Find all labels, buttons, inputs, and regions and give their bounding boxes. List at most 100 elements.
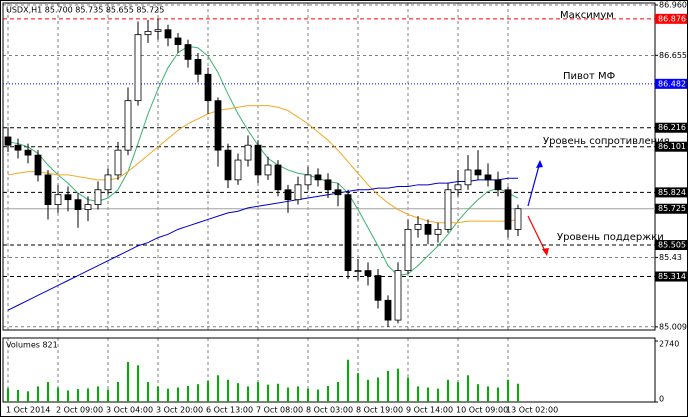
candle-body [454, 184, 462, 191]
arrowhead-down [542, 248, 549, 256]
x-tick-label: 2 Oct 09:00 [56, 406, 103, 415]
level-tag [655, 141, 687, 152]
candle-body [324, 179, 332, 191]
candle-body [234, 159, 242, 181]
candle-body [14, 144, 22, 151]
level-tag [655, 122, 687, 133]
level-tag [655, 13, 687, 24]
chart-title: USDX,H1 85.700 85.735 85.655 85.725 [6, 6, 164, 15]
candle-body [424, 224, 432, 235]
candle-body [274, 164, 282, 191]
y-tick-label: 86.655 [659, 51, 687, 60]
candle-body [114, 149, 122, 176]
candle-body [464, 169, 472, 186]
level-label: 85.314 [658, 272, 686, 281]
candle-body [504, 189, 512, 230]
candle-body [344, 194, 352, 272]
y-tick-label: 86.960 [659, 0, 687, 9]
candle-body [34, 154, 42, 176]
moving-average [7, 45, 519, 277]
moving-average [7, 105, 519, 224]
candle-body [494, 179, 502, 191]
candle-body [124, 100, 132, 151]
arrow-down [527, 215, 547, 254]
candle-body [364, 270, 372, 276]
candle-body [434, 228, 442, 235]
level-label: 85.824 [658, 188, 686, 197]
candle-body [444, 189, 452, 230]
candle-body [54, 194, 62, 206]
x-tick-label: 13 Oct 02:00 [506, 406, 558, 415]
level-label: 86.876 [658, 14, 686, 23]
x-tick-label: 3 Oct 20:00 [156, 406, 203, 415]
volume-title: Volumes 821 [6, 341, 58, 350]
candle-body [224, 149, 232, 181]
candle-body [64, 194, 72, 201]
candle-body [474, 169, 482, 176]
candle-body [164, 29, 172, 39]
annotation: Уровень сопротивления [543, 136, 670, 147]
candle-body [174, 37, 182, 45]
annotation: Пивот МФ [563, 71, 616, 82]
annotation: Максимум [560, 10, 614, 21]
volume-tick-label: 0 [659, 395, 664, 404]
x-tick-label: 1 Oct 2014 [6, 406, 50, 415]
x-tick-label: 6 Oct 13:00 [206, 406, 253, 415]
candle-body [314, 174, 322, 181]
candle-body [514, 208, 522, 230]
candle-body [44, 174, 52, 206]
level-tag [655, 240, 687, 251]
x-tick-label: 10 Oct 09:00 [456, 406, 508, 415]
candle-body [294, 184, 302, 201]
candle-body [254, 144, 262, 176]
candle-body [134, 34, 142, 102]
candle-body [74, 199, 82, 210]
candle-body [184, 44, 192, 60]
candle-body [244, 144, 252, 161]
candle-body [394, 270, 402, 321]
price-panel [2, 2, 656, 331]
candle-body [204, 73, 212, 102]
candle-body [94, 189, 102, 206]
x-tick-label: 9 Oct 14:00 [406, 406, 453, 415]
candle-body [404, 228, 412, 272]
candle-body [484, 174, 492, 181]
x-tick-label: 8 Oct 03:00 [306, 406, 353, 415]
level-tag [655, 78, 687, 89]
moving-average [7, 177, 518, 311]
arrow-up [527, 161, 541, 207]
candle-body [194, 59, 202, 75]
level-tag [655, 271, 687, 282]
candle-body [284, 189, 292, 201]
x-tick-label: 3 Oct 04:00 [106, 406, 153, 415]
level-label: 86.101 [658, 142, 686, 151]
candle-body [214, 100, 222, 151]
candle-body [84, 204, 92, 210]
level-label: 85.725 [658, 204, 686, 213]
level-label: 86.216 [658, 123, 686, 132]
candle-body [334, 189, 342, 196]
level-label: 85.505 [658, 241, 686, 250]
candle-body [304, 174, 312, 186]
annotation: Уровень поддержки [557, 232, 664, 243]
level-tag [655, 187, 687, 198]
candle-body [354, 270, 362, 273]
candle-body [374, 275, 382, 301]
y-tick-label: 85.009 [659, 322, 687, 331]
level-tag [655, 203, 687, 214]
candle-body [4, 136, 12, 146]
candle-body [104, 174, 112, 191]
candle-body [24, 149, 32, 156]
y-tick-label: 85.43 [659, 253, 682, 262]
candle-body [384, 299, 392, 321]
candle-body [264, 164, 272, 176]
level-label: 86.482 [658, 79, 686, 88]
candle-body [154, 29, 162, 32]
candle-body [414, 224, 422, 230]
candle-body [144, 30, 152, 36]
volume-tick-label: 2740 [659, 340, 679, 349]
x-tick-label: 8 Oct 19:00 [356, 406, 403, 415]
x-tick-label: 7 Oct 08:00 [256, 406, 303, 415]
arrowhead-up [536, 160, 543, 168]
